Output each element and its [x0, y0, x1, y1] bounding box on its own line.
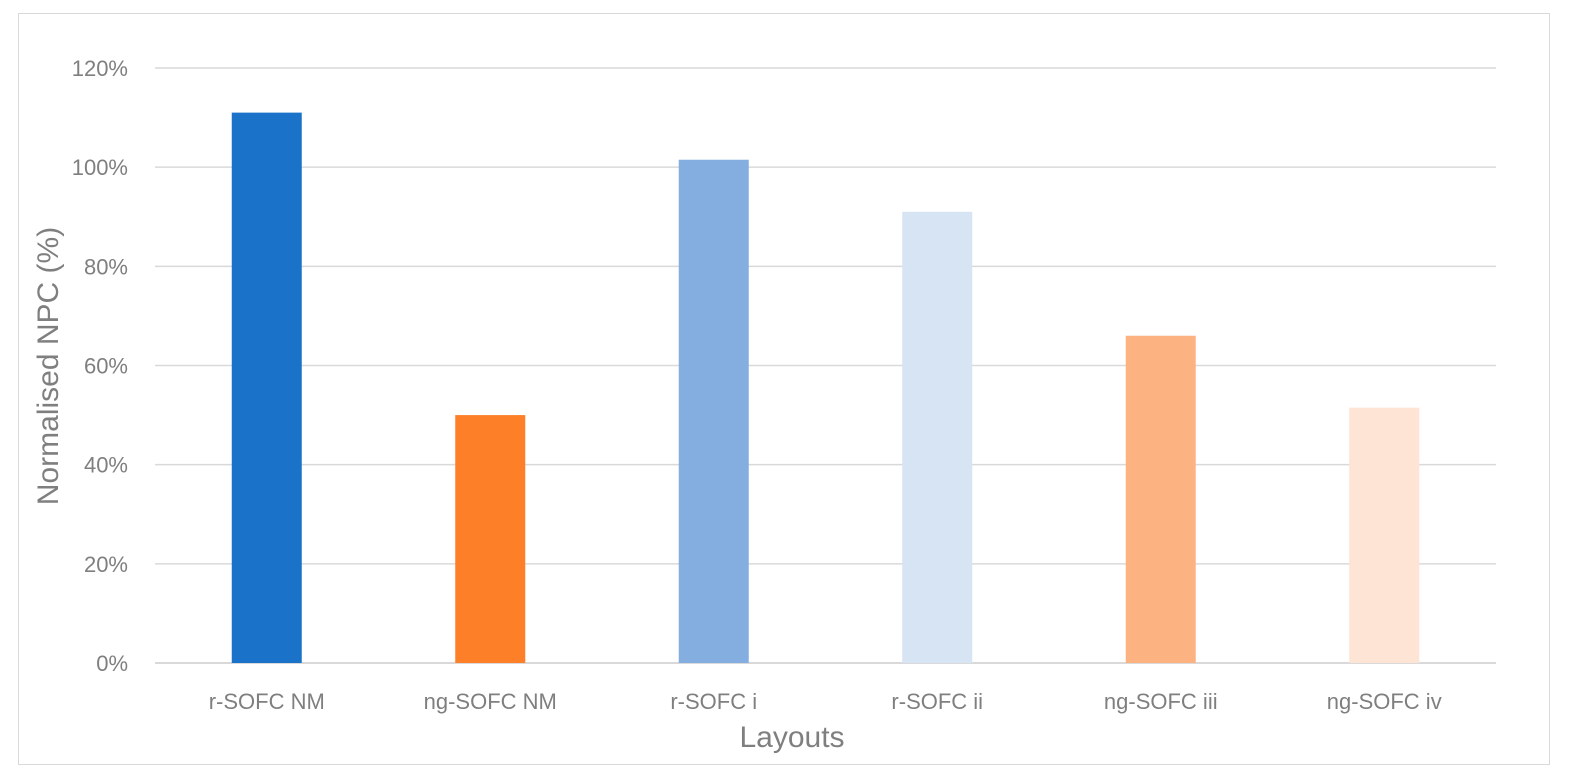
bar-r-sofc-ii	[902, 211, 973, 663]
y-tick-label: 0%	[96, 651, 128, 676]
x-tick-label: ng-SOFC NM	[424, 689, 557, 714]
y-tick-label: 20%	[84, 552, 128, 577]
y-tick-label: 80%	[84, 254, 128, 279]
y-tick-label: 40%	[84, 453, 128, 478]
gridlines	[155, 67, 1496, 664]
x-tick-label: r-SOFC ii	[891, 689, 983, 714]
x-tick-label: r-SOFC NM	[209, 689, 325, 714]
y-tick-labels: 0% 20% 40% 60% 80% 100% 120%	[72, 56, 128, 676]
bar-r-sofc-i	[678, 159, 749, 663]
x-tick-label: ng-SOFC iv	[1327, 689, 1442, 714]
y-tick-label: 100%	[72, 155, 128, 180]
y-axis-title: Normalised NPC (%)	[32, 227, 65, 505]
bar-r-sofc-nm	[231, 112, 302, 663]
y-tick-label: 120%	[72, 56, 128, 81]
bar-ng-sofc-iv	[1349, 407, 1420, 663]
x-tick-labels: r-SOFC NM ng-SOFC NM r-SOFC i r-SOFC ii ng-S…	[209, 689, 1442, 714]
x-tick-label: r-SOFC i	[670, 689, 757, 714]
x-axis-title: Layouts	[739, 721, 844, 754]
bars	[231, 112, 1420, 663]
bar-ng-sofc-nm	[455, 415, 526, 663]
x-tick-label: ng-SOFC iii	[1104, 689, 1218, 714]
bar-ng-sofc-iii	[1125, 335, 1196, 663]
y-tick-label: 60%	[84, 354, 128, 379]
